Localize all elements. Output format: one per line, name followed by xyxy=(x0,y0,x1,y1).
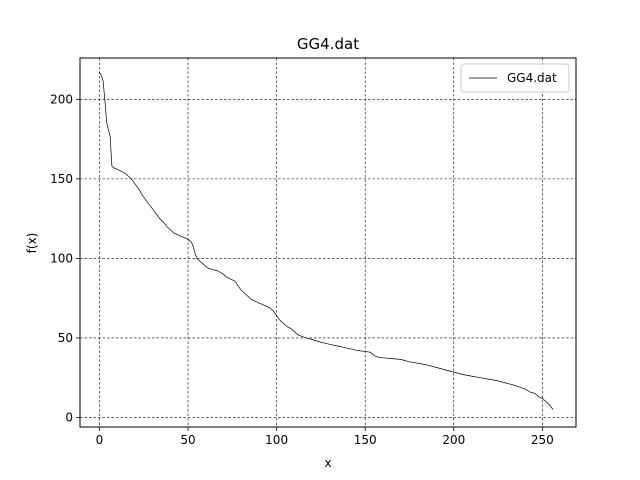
series-line-gg4 xyxy=(99,72,554,410)
legend-box xyxy=(460,63,570,93)
y-tick-label: 100 xyxy=(50,251,73,265)
y-tick-label: 200 xyxy=(50,92,73,106)
x-tick-label: 150 xyxy=(354,433,377,447)
x-axis-ticks: 0 50 100 150 200 250 xyxy=(96,427,554,447)
x-tick-label: 200 xyxy=(442,433,465,447)
grid-lines xyxy=(80,58,576,427)
x-tick-label: 50 xyxy=(180,433,195,447)
y-axis-label: f(x) xyxy=(25,233,39,254)
y-axis-ticks: 0 50 100 150 200 xyxy=(50,92,80,424)
legend: GG4.dat xyxy=(460,63,570,93)
y-tick-label: 0 xyxy=(65,410,73,424)
legend-entry-label: GG4.dat xyxy=(507,71,557,85)
chart-title: GG4.dat xyxy=(297,35,359,53)
x-tick-label: 100 xyxy=(265,433,288,447)
series-layer xyxy=(99,72,554,410)
x-axis-label: x xyxy=(324,456,331,470)
y-tick-label: 150 xyxy=(50,172,73,186)
x-tick-label: 250 xyxy=(531,433,554,447)
plot-area-frame xyxy=(79,57,577,428)
x-tick-label: 0 xyxy=(96,433,104,447)
y-tick-label: 50 xyxy=(58,331,73,345)
